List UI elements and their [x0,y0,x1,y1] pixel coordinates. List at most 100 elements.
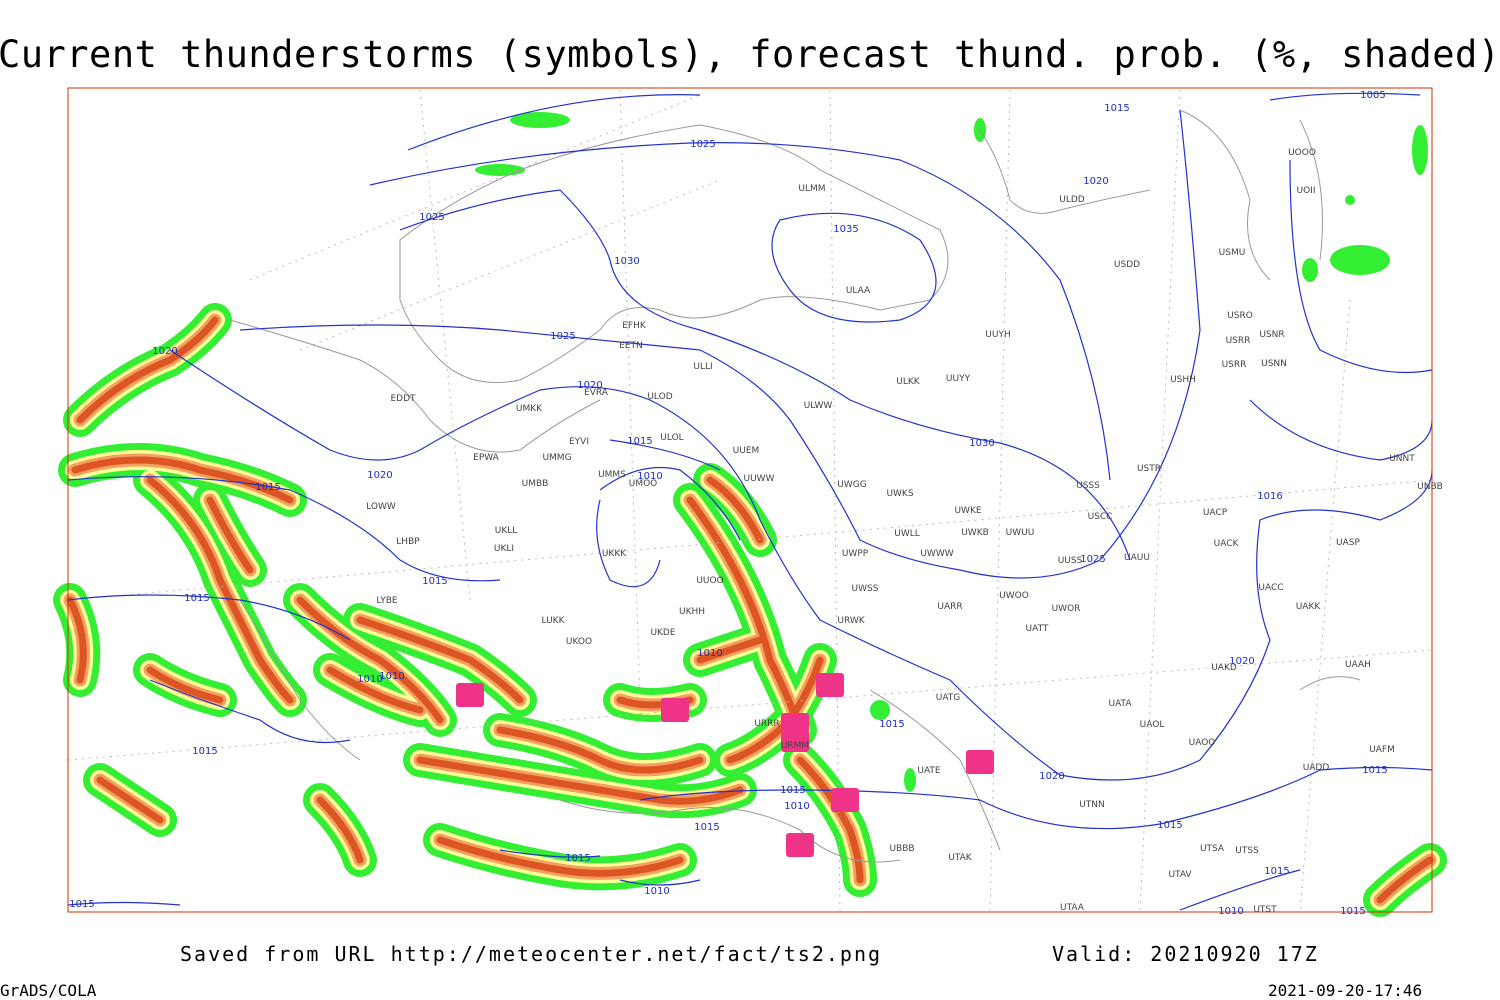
station-label: UWLL [894,529,920,539]
saved-from: Saved from URL http://meteocenter.net/fa… [180,942,882,966]
isobar-label: 1025 [1080,554,1105,565]
station-label: UMKK [516,404,543,414]
isobar-label: 1015 [1157,820,1182,831]
station-label: LOWW [366,502,396,512]
station-label: UOII [1297,186,1316,196]
isobar-label: 1020 [152,346,177,357]
station-label: USRR [1222,360,1247,370]
isobar-label: 1015 [780,785,805,796]
station-label: UWSS [852,584,879,594]
station-label: EYVI [569,437,589,447]
station-label: UNNT [1389,454,1415,464]
station-label: ULOL [660,433,683,443]
isobar-label: 1010 [697,648,722,659]
station-label: USHH [1170,375,1196,385]
station-label: LUKK [542,616,566,626]
station-label: UWOO [999,591,1029,601]
station-label: USRR [1226,336,1251,346]
isobar-label: 1010 [637,471,662,482]
station-label: UMMG [542,453,571,463]
isobar-label: 1030 [614,256,639,267]
station-label: UWPP [842,549,869,559]
station-label: UUYY [946,374,971,384]
probability-band [146,476,294,704]
station-label: UKHH [679,607,705,617]
storm-symbol [661,698,689,722]
station-label: UTSS [1235,846,1259,856]
isobar-label: 1015 [1362,765,1387,776]
station-label: EPWA [473,453,500,463]
probability-band [696,636,764,664]
station-label: UUOO [696,576,723,586]
station-label: UWKB [961,528,989,538]
coastlines [229,109,1361,863]
isobar-label: 1015 [255,482,280,493]
software: GrADS/COLA [0,981,97,1000]
isobar-label: 1015 [184,593,209,604]
station-label: EVRA [584,388,609,398]
probability-band [96,776,164,824]
station-label: URMM [781,741,809,751]
isobar-label: 1010 [1218,906,1243,917]
probability-patch [1345,195,1355,205]
isobar-label: 1030 [969,438,994,449]
probability-patch [475,164,525,176]
station-label: URWK [837,616,865,626]
probability-band [1376,856,1434,904]
title: Current thunderstorms (symbols), forecas… [0,33,1500,76]
station-label: ULMM [798,184,825,194]
probability-patch [1302,258,1318,282]
station-label: UAUU [1124,553,1150,563]
storm-symbol [816,673,844,697]
station-label: EETN [619,341,643,351]
probability-band [296,596,444,724]
station-label: UNBB [1417,482,1443,492]
station-label: UATE [917,766,941,776]
isobar-label: 1015 [694,822,719,833]
station-label: UUSS [1058,556,1083,566]
station-label: UAKD [1211,663,1237,673]
station-label: UWKS [886,489,913,499]
station-label: USNN [1261,359,1287,369]
station-label: LHBP [396,537,420,547]
station-label: UACK [1214,539,1240,549]
isobar-label: 1015 [192,746,217,757]
isobar-label: 1020 [1039,771,1064,782]
station-label: ULDD [1059,195,1085,205]
station-label: ULWW [804,401,833,411]
isobar-label: 1015 [627,436,652,447]
station-label: UKOO [566,637,592,647]
station-label: UWKE [954,506,981,516]
probability-patch [1330,245,1390,275]
station-label: USTR [1137,464,1161,474]
probability-band [436,836,684,877]
station-label: UWWW [920,549,953,559]
station-label: UKLI [494,544,514,554]
station-label: URRR [754,719,779,729]
station-labels: ULMM ULDD ULAA USDD USMU ULWW ULKK UUYY UUYH ULLI… [366,148,1443,915]
station-label: UAOL [1140,720,1165,730]
station-label: UATG [936,693,961,703]
probability-band [66,596,87,684]
probability-band [71,456,294,504]
isobar-label: 1015 [1264,866,1289,877]
probability-patch [1412,125,1428,175]
isobar-label: 1010 [357,674,382,685]
station-label: UAKK [1296,602,1322,612]
isobar-labels: 1015 1025 1025 1035 1030 1020 1025 1020 1020 1015… [69,90,1387,917]
station-label: UMMS [598,470,626,480]
valid-time: Valid: 20210920 17Z [1052,942,1319,966]
probability-band [686,496,804,734]
probability-shading [53,112,1447,917]
station-label: UACC [1258,583,1283,593]
station-label: ULOD [647,392,672,402]
timestamp: 2021-09-20-17:46 [1268,981,1422,1000]
station-label: UWOR [1052,604,1081,614]
station-label: UBBB [889,844,914,854]
station-label: UAOO [1189,738,1216,748]
isobar-label: 1016 [1257,491,1282,502]
probability-band [416,756,744,805]
storm-symbol [456,683,484,707]
isobars [67,92,1433,911]
